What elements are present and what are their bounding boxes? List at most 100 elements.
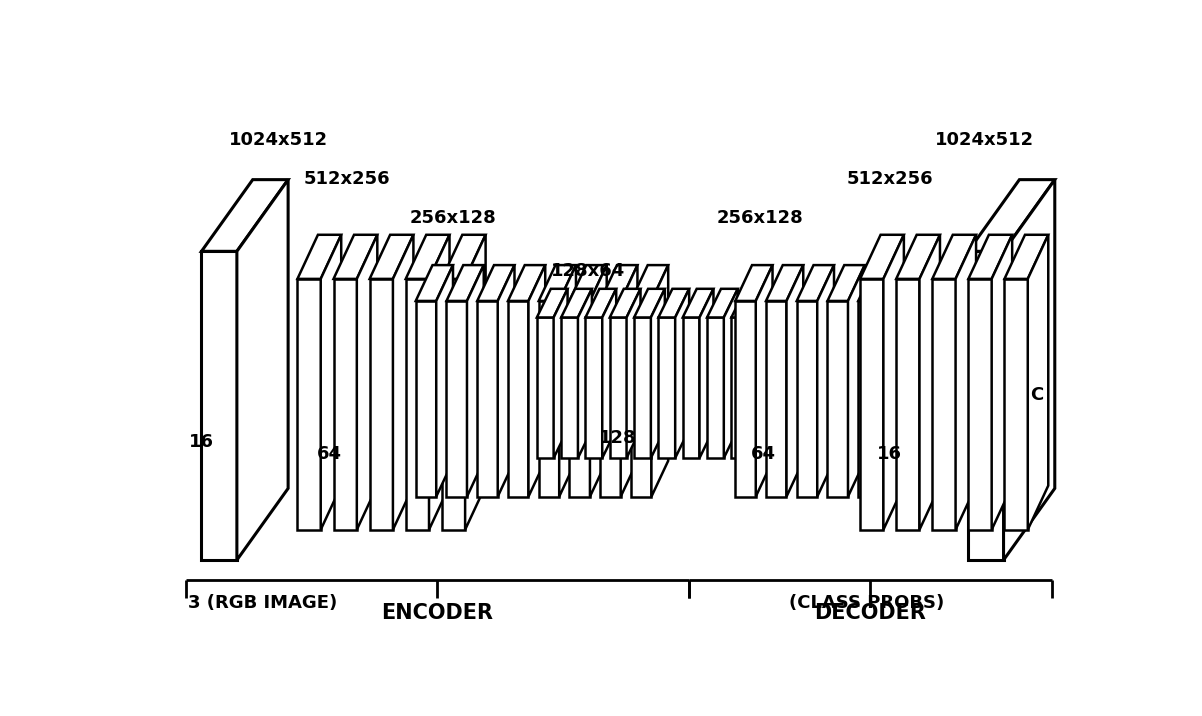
Polygon shape [773,289,786,458]
Polygon shape [1028,235,1048,530]
Polygon shape [861,279,883,530]
Polygon shape [559,265,576,497]
Polygon shape [609,317,626,458]
Text: 256x128: 256x128 [716,208,803,226]
Polygon shape [858,265,895,301]
Polygon shape [797,301,817,497]
Polygon shape [620,265,637,497]
Polygon shape [538,265,576,301]
Polygon shape [626,289,641,458]
Text: (CLASS PROBS): (CLASS PROBS) [790,594,945,612]
Polygon shape [585,317,602,458]
Polygon shape [446,265,483,301]
Polygon shape [861,235,904,279]
Polygon shape [968,251,1004,560]
Polygon shape [821,289,835,458]
Polygon shape [631,265,668,301]
Polygon shape [828,317,845,458]
Polygon shape [446,301,466,497]
Polygon shape [1004,180,1055,560]
Polygon shape [707,289,738,317]
Polygon shape [659,317,676,458]
Text: 16: 16 [189,433,214,451]
Polygon shape [561,317,578,458]
Polygon shape [585,289,617,317]
Polygon shape [650,289,665,458]
Polygon shape [910,265,927,497]
Polygon shape [731,317,748,458]
Polygon shape [202,251,237,560]
Polygon shape [731,289,762,317]
Text: 128: 128 [599,429,637,447]
Polygon shape [477,301,498,497]
Polygon shape [920,301,940,497]
Polygon shape [477,265,514,301]
Polygon shape [1005,235,1048,279]
Polygon shape [202,180,288,251]
Polygon shape [561,289,591,317]
Polygon shape [498,265,514,497]
Polygon shape [635,317,650,458]
Polygon shape [590,265,607,497]
Polygon shape [797,289,810,458]
Text: 1024x512: 1024x512 [230,131,328,150]
Polygon shape [766,301,786,497]
Text: 64: 64 [751,445,775,463]
Polygon shape [804,289,835,317]
Polygon shape [676,289,689,458]
Polygon shape [969,235,1012,279]
Polygon shape [602,289,617,458]
Polygon shape [828,289,859,317]
Polygon shape [797,265,834,301]
Polygon shape [508,265,546,301]
Polygon shape [529,265,546,497]
Polygon shape [465,235,486,530]
Polygon shape [845,289,859,458]
Polygon shape [920,265,957,301]
Polygon shape [748,289,762,458]
Polygon shape [683,289,714,317]
Polygon shape [538,301,559,497]
Polygon shape [804,317,821,458]
Text: 64: 64 [316,445,341,463]
Polygon shape [707,317,724,458]
Polygon shape [683,317,700,458]
Polygon shape [297,235,341,279]
Text: C: C [1030,387,1043,405]
Polygon shape [333,279,357,530]
Polygon shape [406,235,450,279]
Polygon shape [416,265,453,301]
Text: 128x64: 128x64 [551,262,625,280]
Polygon shape [237,180,288,560]
Polygon shape [879,265,895,497]
Text: 16: 16 [876,445,902,463]
Polygon shape [920,235,940,530]
Polygon shape [780,317,797,458]
Polygon shape [635,289,665,317]
Text: 1024x512: 1024x512 [935,131,1034,150]
Polygon shape [736,301,756,497]
Polygon shape [659,289,689,317]
Text: 256x128: 256x128 [409,208,496,226]
Polygon shape [570,265,607,301]
Polygon shape [956,235,976,530]
Text: 3 (RGB IMAGE): 3 (RGB IMAGE) [188,594,337,612]
Polygon shape [858,301,879,497]
Polygon shape [429,235,450,530]
Polygon shape [508,301,529,497]
Polygon shape [847,265,864,497]
Polygon shape [897,235,940,279]
Polygon shape [786,265,803,497]
Polygon shape [442,279,465,530]
Polygon shape [933,235,976,279]
Polygon shape [724,289,738,458]
Polygon shape [756,317,773,458]
Polygon shape [554,289,567,458]
Polygon shape [578,289,591,458]
Polygon shape [889,301,910,497]
Polygon shape [827,301,847,497]
Polygon shape [537,317,554,458]
Polygon shape [933,279,956,530]
Polygon shape [357,235,377,530]
Polygon shape [406,279,429,530]
